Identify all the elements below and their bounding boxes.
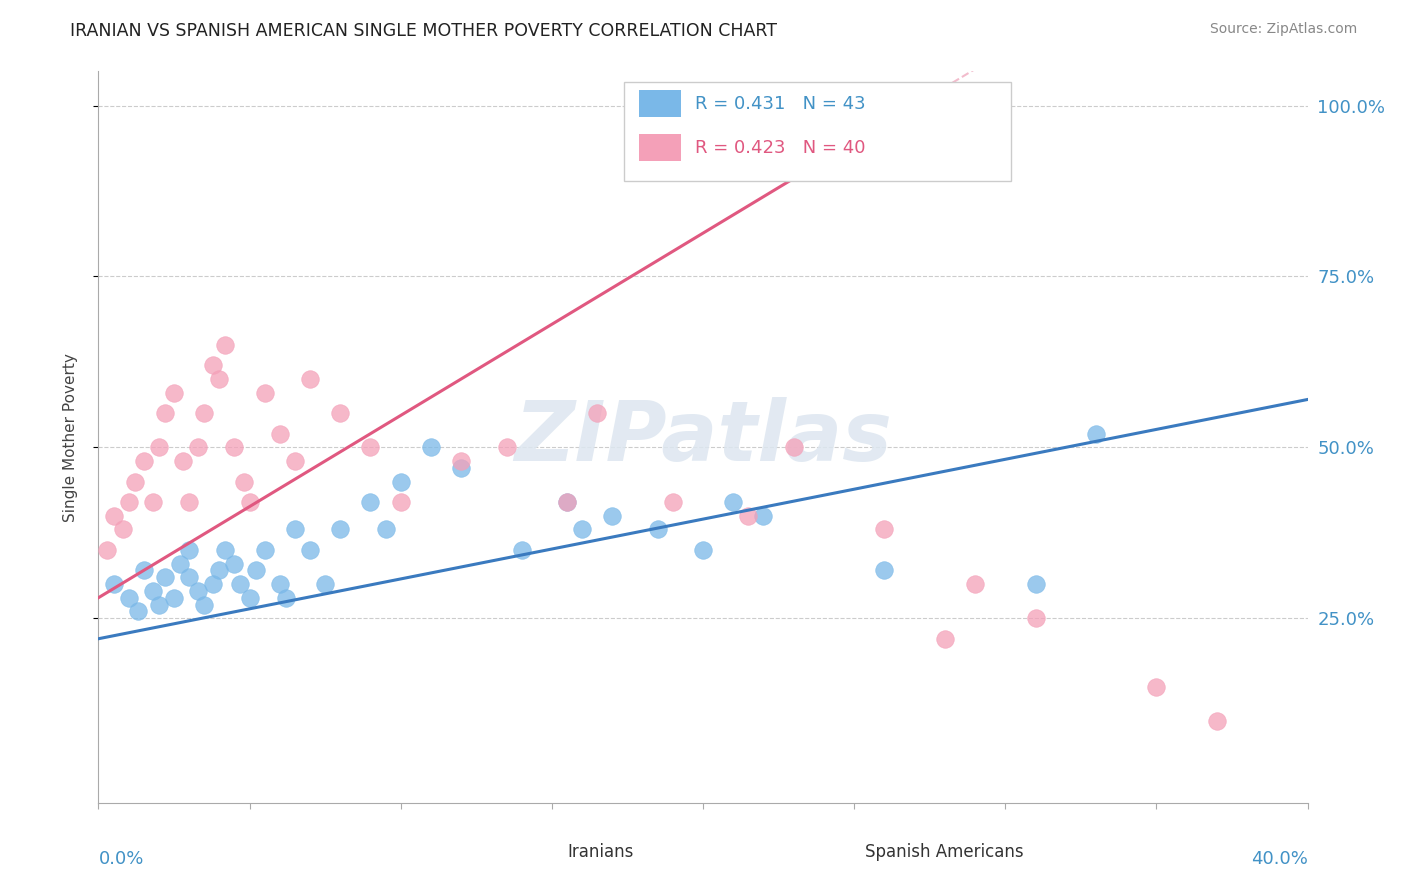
Point — [239, 495, 262, 509]
Point — [602, 508, 624, 523]
Point — [555, 495, 578, 509]
Text: 0.0%: 0.0% — [98, 850, 143, 868]
Point — [153, 406, 176, 420]
Point — [571, 522, 593, 536]
Point — [314, 577, 336, 591]
Point — [111, 522, 134, 536]
Point — [737, 508, 759, 523]
Point — [132, 454, 155, 468]
Point — [783, 440, 806, 454]
Point — [329, 406, 352, 420]
Point — [224, 557, 246, 571]
Text: 40.0%: 40.0% — [1251, 850, 1308, 868]
Point — [586, 406, 609, 420]
Text: ZIPatlas: ZIPatlas — [515, 397, 891, 477]
Point — [208, 563, 231, 577]
Point — [179, 570, 201, 584]
Point — [374, 522, 396, 536]
Point — [873, 563, 896, 577]
Point — [172, 454, 194, 468]
Point — [299, 542, 322, 557]
Point — [127, 604, 149, 618]
Point — [103, 508, 125, 523]
Point — [934, 632, 956, 646]
Point — [142, 583, 165, 598]
Point — [450, 454, 472, 468]
Point — [187, 583, 209, 598]
Point — [1206, 714, 1229, 728]
Bar — [638, 90, 682, 118]
Point — [420, 440, 443, 454]
Point — [153, 570, 176, 584]
Point — [253, 385, 276, 400]
Point — [202, 577, 225, 591]
Point — [269, 426, 291, 441]
Point — [163, 385, 186, 400]
Point — [148, 598, 170, 612]
Point — [555, 495, 578, 509]
Bar — [527, 832, 561, 854]
Point — [118, 495, 141, 509]
Point — [232, 475, 254, 489]
Point — [495, 440, 517, 454]
Point — [202, 359, 225, 373]
Point — [299, 372, 322, 386]
Text: R = 0.431   N = 43: R = 0.431 N = 43 — [695, 95, 865, 113]
Point — [965, 577, 987, 591]
Point — [253, 542, 276, 557]
Text: Spanish Americans: Spanish Americans — [865, 843, 1024, 861]
Point — [229, 577, 252, 591]
Point — [163, 591, 186, 605]
Point — [224, 440, 246, 454]
Point — [208, 372, 231, 386]
Point — [187, 440, 209, 454]
Point — [142, 495, 165, 509]
Point — [269, 577, 291, 591]
Point — [193, 406, 215, 420]
Point — [1144, 680, 1167, 694]
Point — [692, 542, 714, 557]
Point — [1024, 611, 1046, 625]
Point — [245, 563, 267, 577]
Point — [1024, 577, 1046, 591]
Point — [239, 591, 262, 605]
Point — [214, 542, 236, 557]
Point — [284, 522, 307, 536]
Text: IRANIAN VS SPANISH AMERICAN SINGLE MOTHER POVERTY CORRELATION CHART: IRANIAN VS SPANISH AMERICAN SINGLE MOTHE… — [70, 22, 778, 40]
Point — [723, 495, 745, 509]
Point — [510, 542, 533, 557]
Bar — [638, 134, 682, 161]
Bar — [824, 832, 858, 854]
Text: R = 0.423   N = 40: R = 0.423 N = 40 — [695, 139, 865, 157]
Point — [647, 522, 669, 536]
Point — [96, 542, 118, 557]
Point — [124, 475, 146, 489]
Point — [1085, 426, 1108, 441]
Point — [148, 440, 170, 454]
Point — [118, 591, 141, 605]
Point — [329, 522, 352, 536]
Point — [169, 557, 191, 571]
Point — [360, 495, 382, 509]
Point — [450, 460, 472, 475]
Point — [873, 522, 896, 536]
Y-axis label: Single Mother Poverty: Single Mother Poverty — [63, 352, 77, 522]
FancyBboxPatch shape — [624, 82, 1011, 181]
Point — [103, 577, 125, 591]
Point — [179, 542, 201, 557]
Point — [132, 563, 155, 577]
Point — [274, 591, 297, 605]
Point — [752, 508, 775, 523]
Point — [389, 475, 412, 489]
Point — [360, 440, 382, 454]
Point — [193, 598, 215, 612]
Point — [661, 495, 683, 509]
Text: Source: ZipAtlas.com: Source: ZipAtlas.com — [1209, 22, 1357, 37]
Point — [179, 495, 201, 509]
Text: Iranians: Iranians — [568, 843, 634, 861]
Point — [284, 454, 307, 468]
Point — [389, 495, 412, 509]
Point — [214, 338, 236, 352]
